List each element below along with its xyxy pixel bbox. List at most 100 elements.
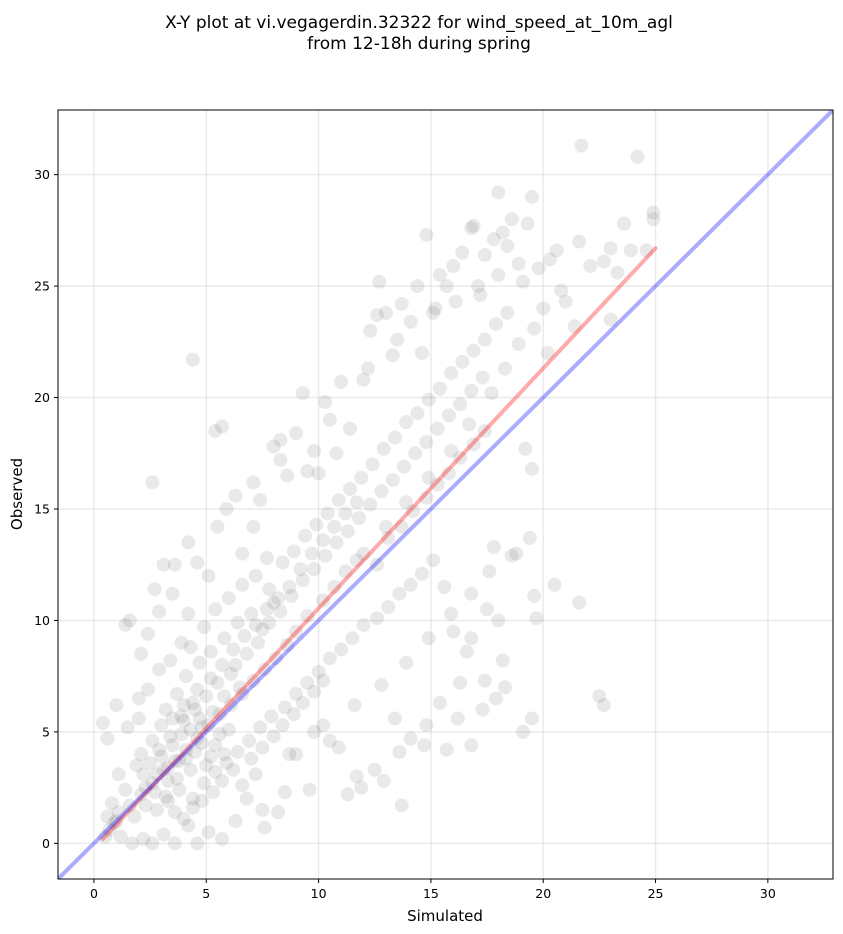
reference-lines xyxy=(58,110,833,879)
scatter-point xyxy=(149,767,164,782)
scatter-point xyxy=(271,591,286,606)
scatter-point xyxy=(266,595,281,610)
scatter-point xyxy=(118,782,133,797)
scatter-point xyxy=(262,615,277,630)
scatter-point xyxy=(381,600,396,615)
y-tick-label: 5 xyxy=(42,724,50,739)
scatter-point xyxy=(188,702,203,717)
y-tick-label: 30 xyxy=(34,167,50,182)
scatter-point xyxy=(145,475,160,490)
scatter-point xyxy=(453,675,468,690)
scatter-point xyxy=(349,495,364,510)
scatter-point xyxy=(228,658,243,673)
scatter-point xyxy=(495,225,510,240)
scatter-point xyxy=(343,421,358,436)
scatter-point xyxy=(223,666,238,681)
scatter-point xyxy=(188,744,203,759)
scatter-point xyxy=(432,695,447,710)
scatter-point xyxy=(120,720,135,735)
scatter-point xyxy=(214,773,229,788)
scatter-point xyxy=(212,707,227,722)
x-tick-label: 10 xyxy=(311,886,327,901)
scatter-point xyxy=(464,738,479,753)
scatter-point xyxy=(316,673,331,688)
scatter-point xyxy=(334,374,349,389)
scatter-point xyxy=(185,791,200,806)
y-axis-label: Observed xyxy=(8,458,26,530)
scatter-point xyxy=(347,698,362,713)
y-tick-label: 10 xyxy=(34,613,50,628)
scatter-point xyxy=(356,617,371,632)
scatter-point xyxy=(444,366,459,381)
scatter-point xyxy=(639,243,654,258)
scatter-point xyxy=(273,604,288,619)
scatter-point xyxy=(428,301,443,316)
y-tick-label: 20 xyxy=(34,390,50,405)
scatter-point xyxy=(147,785,162,800)
scatter-point xyxy=(363,323,378,338)
scatter-point xyxy=(197,776,212,791)
scatter-point xyxy=(491,267,506,282)
scatter-point xyxy=(369,611,384,626)
scatter-point xyxy=(210,675,225,690)
scatter-point xyxy=(136,831,151,846)
scatter-point xyxy=(419,227,434,242)
scatter-point xyxy=(567,319,582,334)
scatter-point xyxy=(289,624,304,639)
scatter-point xyxy=(408,446,423,461)
scatter-point xyxy=(524,189,539,204)
scatter-point xyxy=(179,669,194,684)
scatter-point xyxy=(286,544,301,559)
scatter-point xyxy=(453,397,468,412)
scatter-point xyxy=(129,758,144,773)
scatter-point xyxy=(246,519,261,534)
scatter-point xyxy=(302,782,317,797)
scatter-point xyxy=(246,673,261,688)
scatter-point xyxy=(197,620,212,635)
scatter-point xyxy=(208,738,223,753)
scatter-point xyxy=(491,185,506,200)
scatter-point xyxy=(322,733,337,748)
scatter-point xyxy=(349,553,364,568)
scatter-point xyxy=(504,548,519,563)
scatter-point xyxy=(338,506,353,521)
scatter-point xyxy=(304,546,319,561)
scatter-point xyxy=(554,283,569,298)
scatter-point xyxy=(156,557,171,572)
scatter-point xyxy=(349,769,364,784)
scatter-point xyxy=(491,613,506,628)
scatter-point xyxy=(241,733,256,748)
scatter-point xyxy=(221,591,236,606)
scatter-point xyxy=(259,551,274,566)
scatter-point xyxy=(140,682,155,697)
scatter-point xyxy=(170,686,185,701)
scatter-point xyxy=(154,718,169,733)
scatter-point xyxy=(572,595,587,610)
scatter-point xyxy=(255,622,270,637)
scatter-point xyxy=(156,827,171,842)
scatter-point xyxy=(266,439,281,454)
scatter-point xyxy=(226,762,241,777)
scatter-point xyxy=(277,700,292,715)
scatter-point xyxy=(145,733,160,748)
scatter-point xyxy=(163,653,178,668)
scatter-point xyxy=(165,586,180,601)
scatter-point xyxy=(432,267,447,282)
scatter-point xyxy=(174,709,189,724)
scatter-point xyxy=(217,631,232,646)
scatter-point xyxy=(271,805,286,820)
scatter-point xyxy=(331,493,346,508)
scatter-point xyxy=(340,524,355,539)
scatter-point xyxy=(603,312,618,327)
scatter-point xyxy=(244,606,259,621)
scatter-point xyxy=(426,553,441,568)
scatter-point xyxy=(235,577,250,592)
scatter-point xyxy=(232,680,247,695)
scatter-point xyxy=(244,751,259,766)
scatter-point xyxy=(152,742,167,757)
scatter-point xyxy=(399,495,414,510)
scatter-point xyxy=(374,678,389,693)
scatter-point xyxy=(250,635,265,650)
scatter-point xyxy=(462,417,477,432)
